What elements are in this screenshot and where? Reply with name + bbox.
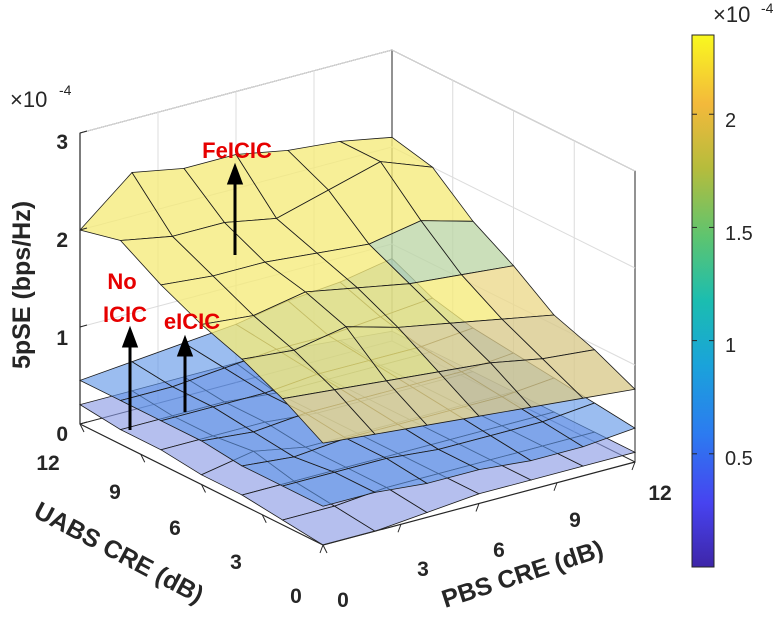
colorbar-ticks	[692, 113, 714, 455]
colorbar-tick-label: 1.5	[725, 223, 753, 245]
annotation-arrows	[121, 162, 244, 430]
surfaces	[78, 136, 637, 546]
y-axis-label: UABS CRE (dB)	[29, 497, 208, 610]
x-tick-mark	[553, 482, 558, 491]
x-axis-label: PBS CRE (dB)	[438, 535, 606, 614]
z-tick-label: 0	[56, 423, 68, 446]
x-tick-mark	[397, 524, 402, 533]
z-exponent-base: ×10	[10, 87, 47, 112]
y-tick-mark	[79, 423, 85, 433]
surface-feicic	[79, 136, 636, 444]
x-tick-label: 9	[569, 509, 581, 532]
colorbar-tick-label: 2	[725, 110, 736, 132]
axes-front-edges	[79, 130, 636, 554]
x-tick-mark	[631, 461, 636, 471]
y-tick-label: 0	[290, 585, 302, 608]
z-axis-label: 5pSE (bps/Hz)	[8, 201, 36, 369]
x-tick-label: 0	[337, 589, 349, 612]
x-tick-label: 6	[493, 539, 505, 562]
x-tick-label: 12	[648, 482, 671, 505]
y-tick-label: 3	[230, 551, 242, 574]
y-tick-mark	[140, 454, 146, 463]
colorbar	[691, 34, 715, 568]
colorbar-exponent-base: ×10	[713, 2, 750, 27]
annotation-eicic: eICIC	[164, 309, 220, 334]
z-tick-mark	[79, 421, 88, 425]
z-tick-mark	[79, 227, 88, 231]
feicic-arrowhead	[226, 162, 244, 185]
annotation-feicic: FeICIC	[202, 138, 272, 163]
eicic-arrowhead	[176, 334, 194, 357]
x-tick-label: 3	[417, 558, 429, 581]
annotation-icic: ICIC	[103, 302, 147, 327]
z-tick-label: 1	[56, 327, 68, 350]
annotation-no: No	[107, 269, 136, 294]
colorbar-tick-label: 1	[725, 335, 736, 357]
surface-cell	[541, 402, 636, 448]
y-tick-label: 6	[169, 517, 181, 540]
x-tick-mark	[475, 503, 480, 512]
z-tick-label: 2	[56, 229, 68, 252]
z-exponent-power: -4	[59, 82, 72, 98]
z-tick-mark	[79, 324, 88, 328]
y-tick-mark	[201, 484, 206, 493]
y-tick-label: 9	[109, 481, 121, 504]
z-grid-line	[79, 49, 636, 172]
x-tick-mark	[319, 544, 324, 554]
y-tick-mark	[261, 514, 267, 523]
z-tick-mark	[79, 130, 88, 134]
colorbar-exponent-power: -4	[761, 0, 774, 16]
colorbar-tick-label: 0.5	[725, 448, 753, 470]
noicic-arrowhead	[121, 325, 139, 348]
z-tick-label: 3	[56, 131, 68, 154]
y-tick-mark	[322, 544, 328, 554]
y-tick-label: 12	[36, 452, 59, 475]
surface-cell	[541, 349, 636, 399]
